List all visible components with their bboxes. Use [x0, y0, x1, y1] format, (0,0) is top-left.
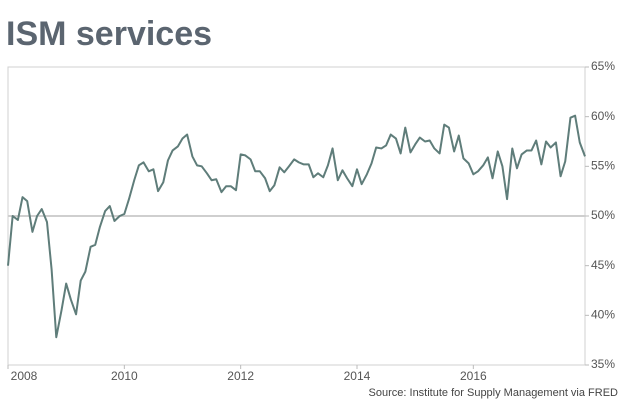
y-tick-label: 35% [591, 357, 615, 371]
x-tick-label: 2016 [460, 369, 487, 383]
x-tick-label: 2010 [111, 369, 138, 383]
x-tick-label: 2014 [344, 369, 371, 383]
y-tick-label: 40% [591, 308, 615, 322]
y-tick-label: 50% [591, 208, 615, 222]
data-line [7, 114, 586, 339]
source-note: Source: Institute for Supply Management … [369, 387, 619, 399]
chart-title: ISM services [6, 15, 212, 53]
y-tick-label: 65% [591, 59, 615, 73]
x-tick-label: 2012 [227, 369, 254, 383]
y-tick-label: 55% [591, 159, 615, 173]
x-tick-label: 2008 [11, 369, 38, 383]
y-tick-label: 60% [591, 109, 615, 123]
y-tick-label: 45% [591, 258, 615, 272]
